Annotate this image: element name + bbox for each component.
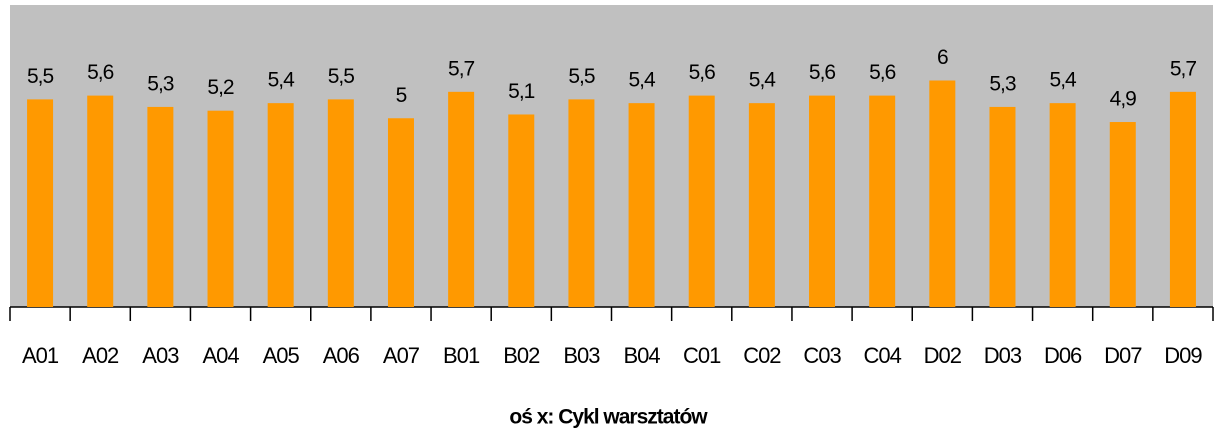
bar xyxy=(147,106,174,307)
data-label: 5,6 xyxy=(869,61,896,84)
bar xyxy=(929,80,956,307)
data-label: 5,7 xyxy=(448,57,475,80)
x-tick-label: A01 xyxy=(22,343,59,368)
data-label: 5,3 xyxy=(147,72,174,95)
x-tick-label: A02 xyxy=(82,343,119,368)
data-label: 5,4 xyxy=(268,69,296,92)
bar xyxy=(1169,91,1196,307)
data-label: 5 xyxy=(396,84,407,107)
x-tick-label: C01 xyxy=(683,343,721,368)
x-tick-label: D09 xyxy=(1164,343,1202,368)
bar xyxy=(628,103,655,308)
x-tick-label: D06 xyxy=(1044,343,1082,368)
x-tick-label: C02 xyxy=(743,343,781,368)
x-tick-label: D07 xyxy=(1104,343,1142,368)
bar xyxy=(869,95,896,307)
bar xyxy=(809,95,836,307)
data-label: 5,7 xyxy=(1170,57,1197,80)
data-label: 5,4 xyxy=(1050,69,1078,92)
data-label: 6 xyxy=(937,46,948,69)
x-tick-label: C04 xyxy=(863,343,901,368)
data-label: 5,5 xyxy=(328,65,355,88)
bar xyxy=(1109,122,1136,308)
x-tick-label: D02 xyxy=(924,343,962,368)
data-label: 5,6 xyxy=(87,61,114,84)
bar xyxy=(448,91,475,307)
bar xyxy=(688,95,715,307)
plot-area xyxy=(10,5,1213,307)
x-tick-label: B04 xyxy=(623,343,660,368)
x-tick-label: B01 xyxy=(443,343,480,368)
x-tick-label: D03 xyxy=(984,343,1022,368)
bar xyxy=(267,103,294,308)
x-tick-label: B02 xyxy=(503,343,540,368)
bar xyxy=(748,103,775,308)
bar xyxy=(87,95,114,307)
bar xyxy=(387,118,414,307)
data-label: 5,6 xyxy=(809,61,836,84)
data-label: 5,5 xyxy=(568,65,595,88)
x-axis-title: oś x: Cykl warsztatów xyxy=(509,406,708,429)
x-tick-label: A06 xyxy=(323,343,360,368)
data-label: 5,1 xyxy=(508,80,535,103)
bar xyxy=(327,99,354,307)
bar xyxy=(989,106,1016,307)
x-tick-label: A04 xyxy=(202,343,239,368)
bar xyxy=(207,110,234,307)
x-tick-label: A03 xyxy=(142,343,179,368)
bar xyxy=(508,114,535,307)
x-tick-label: A07 xyxy=(383,343,420,368)
bar xyxy=(568,99,595,307)
data-label: 5,4 xyxy=(749,69,777,92)
data-label: 5,5 xyxy=(27,65,54,88)
data-label: 5,2 xyxy=(207,76,234,99)
data-label: 5,4 xyxy=(628,69,656,92)
x-tick-label: B03 xyxy=(563,343,600,368)
data-label: 5,6 xyxy=(689,61,716,84)
bar xyxy=(27,99,54,307)
x-tick-label: A05 xyxy=(263,343,300,368)
data-label: 5,3 xyxy=(989,72,1016,95)
bar xyxy=(1049,103,1076,308)
data-label: 4,9 xyxy=(1110,88,1137,111)
x-tick-label: C03 xyxy=(803,343,841,368)
